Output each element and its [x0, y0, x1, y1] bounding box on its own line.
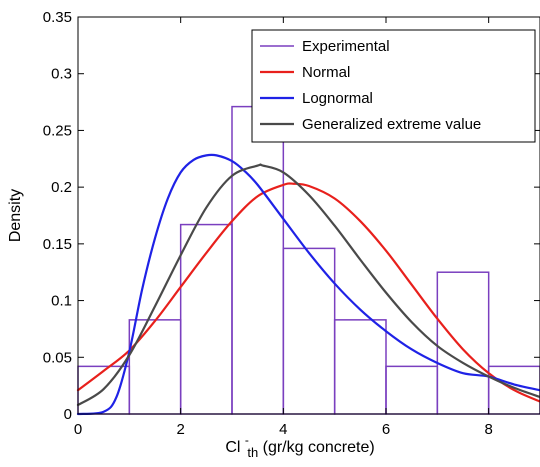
- y-axis-label: Density: [7, 189, 24, 242]
- series-line-generalized-extreme-value: [76, 163, 540, 407]
- x-axis-label-main: Cl: [225, 439, 240, 456]
- x-axis-label: Cl - th (gr/kg concrete): [225, 431, 374, 461]
- y-tick-label-1: 0.05: [43, 349, 72, 366]
- y-tick-label-6: 0.3: [51, 66, 72, 83]
- y-tick-label-5: 0.25: [43, 122, 72, 139]
- x-tick-label-0: 0: [74, 421, 82, 438]
- legend-label-lognormal: Lognormal: [302, 90, 373, 107]
- series-line-normal: [76, 182, 540, 403]
- y-axis-ticks: 0 0.05 0.1 0.15 0.2 0.25 0.3 0.35: [43, 9, 540, 423]
- legend-items: Experimental Normal Lognormal Generalized e…: [260, 38, 481, 133]
- y-tick-label-4: 0.2: [51, 179, 72, 196]
- x-axis-label-subscript: th: [247, 445, 258, 460]
- x-tick-label-4: 8: [484, 421, 492, 438]
- y-tick-label-3: 0.15: [43, 236, 72, 253]
- fitted-curves: [76, 153, 540, 416]
- x-axis-label-rest: (gr/kg concrete): [263, 439, 375, 456]
- legend-label-normal: Normal: [302, 64, 350, 81]
- series-line-lognormal: [76, 153, 540, 416]
- legend: Experimental Normal Lognormal Generalized e…: [251, 29, 536, 143]
- legend-label-experimental: Experimental: [302, 38, 390, 55]
- x-tick-label-2: 4: [279, 421, 287, 438]
- x-tick-label-3: 6: [382, 421, 390, 438]
- plot-frame: [77, 16, 540, 415]
- x-tick-label-1: 2: [176, 421, 184, 438]
- y-tick-label-0: 0: [64, 406, 72, 423]
- legend-label-generalized-extreme-value: Generalized extreme value: [302, 116, 481, 133]
- y-tick-label-2: 0.1: [51, 293, 72, 310]
- legend-box: [251, 29, 536, 143]
- x-axis-label-superscript: -: [245, 433, 249, 447]
- y-tick-label-7: 0.35: [43, 9, 72, 26]
- x-axis-ticks: 0 2 4 6 8: [74, 17, 493, 438]
